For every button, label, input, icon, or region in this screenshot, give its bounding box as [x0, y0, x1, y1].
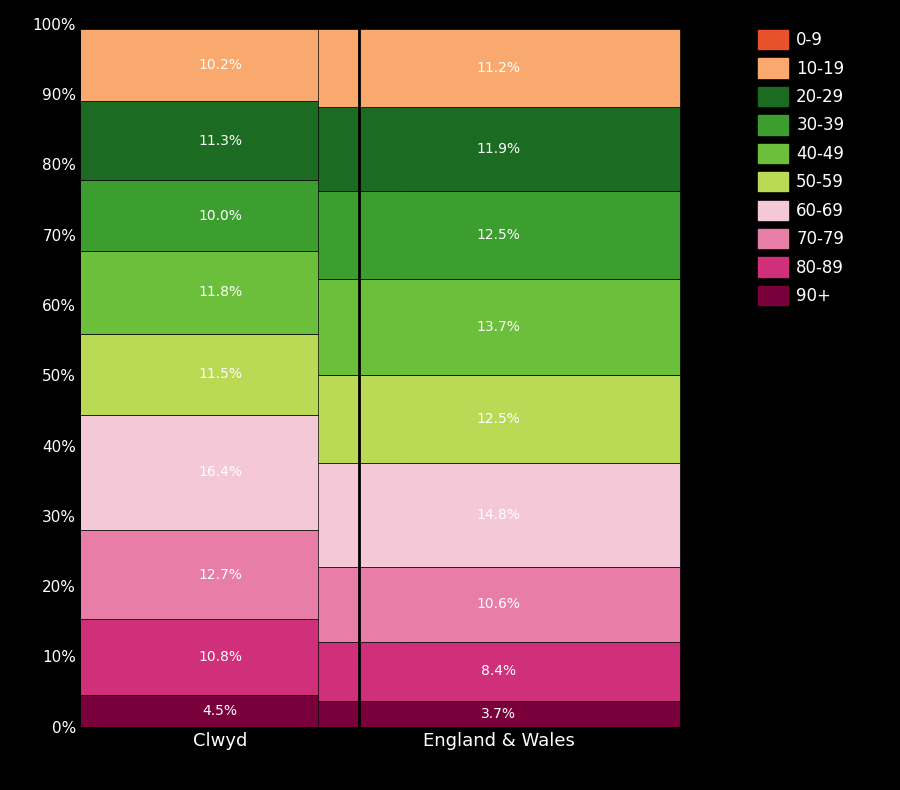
Bar	[318, 701, 680, 727]
Legend: 0-9, 10-19, 20-29, 30-39, 40-49, 50-59, 60-69, 70-79, 80-89, 90+: 0-9, 10-19, 20-29, 30-39, 40-49, 50-59, …	[753, 25, 850, 310]
Bar	[40, 619, 401, 695]
Text: 10.0%: 10.0%	[198, 209, 242, 223]
Text: 13.7%: 13.7%	[477, 320, 520, 334]
Bar	[40, 333, 401, 415]
Text: 16.4%: 16.4%	[198, 465, 242, 480]
Bar	[40, 250, 401, 333]
Bar	[318, 567, 680, 641]
Bar	[40, 415, 401, 530]
Bar	[318, 463, 680, 567]
Bar	[40, 180, 401, 250]
Text: 12.5%: 12.5%	[477, 228, 520, 242]
Text: 11.3%: 11.3%	[198, 134, 242, 148]
Text: 11.5%: 11.5%	[198, 367, 242, 382]
Text: 11.9%: 11.9%	[476, 142, 520, 156]
Text: 3.7%: 3.7%	[482, 707, 516, 720]
Text: 10.2%: 10.2%	[198, 58, 242, 72]
Text: 8.4%: 8.4%	[481, 664, 516, 679]
Bar	[40, 530, 401, 619]
Bar	[318, 28, 680, 107]
Text: 14.8%: 14.8%	[477, 508, 520, 522]
Text: 11.8%: 11.8%	[198, 285, 242, 299]
Bar	[318, 641, 680, 701]
Text: 12.5%: 12.5%	[477, 412, 520, 426]
Bar	[318, 279, 680, 375]
Bar	[40, 695, 401, 727]
Text: 10.6%: 10.6%	[477, 597, 520, 611]
Bar	[40, 101, 401, 180]
Bar	[318, 107, 680, 191]
Text: 4.5%: 4.5%	[202, 704, 238, 718]
Bar	[318, 375, 680, 463]
Bar	[318, 191, 680, 279]
Text: 10.8%: 10.8%	[198, 650, 242, 664]
Text: 11.2%: 11.2%	[477, 61, 520, 75]
Text: 12.7%: 12.7%	[198, 567, 242, 581]
Bar	[40, 29, 401, 101]
